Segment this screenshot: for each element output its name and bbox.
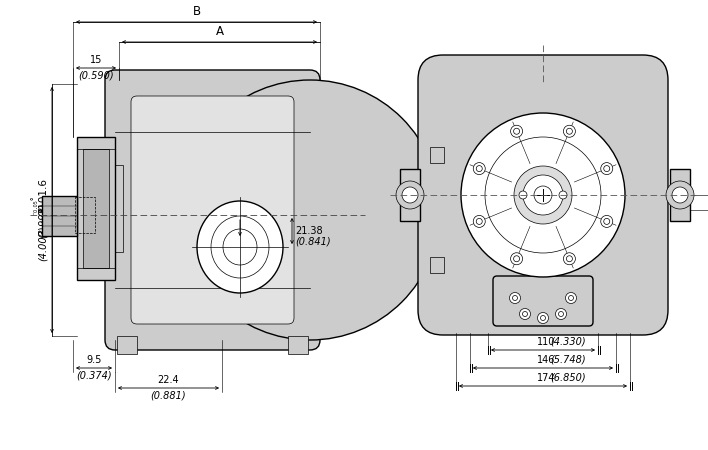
Circle shape bbox=[476, 218, 482, 225]
Circle shape bbox=[180, 80, 440, 340]
Bar bbox=[75, 197, 95, 233]
Bar bbox=[42, 196, 77, 236]
Text: 9.5: 9.5 bbox=[86, 355, 102, 365]
Text: A: A bbox=[215, 25, 224, 38]
Bar bbox=[83, 149, 109, 268]
Bar bbox=[400, 169, 420, 221]
Circle shape bbox=[566, 128, 572, 134]
Circle shape bbox=[510, 253, 523, 265]
Circle shape bbox=[566, 292, 576, 303]
Circle shape bbox=[513, 256, 520, 262]
Circle shape bbox=[519, 191, 527, 199]
Circle shape bbox=[537, 312, 549, 324]
Ellipse shape bbox=[211, 216, 269, 278]
Text: (5.748): (5.748) bbox=[551, 355, 586, 365]
Circle shape bbox=[604, 218, 610, 225]
Text: ⁻₀.₀₅°: ⁻₀.₀₅° bbox=[30, 195, 39, 215]
Text: (3.998): (3.998) bbox=[38, 202, 48, 238]
Circle shape bbox=[672, 187, 688, 203]
Circle shape bbox=[601, 162, 612, 175]
Bar bbox=[117, 336, 137, 354]
Text: B: B bbox=[193, 5, 200, 18]
Circle shape bbox=[604, 166, 610, 171]
Bar bbox=[670, 169, 690, 221]
Circle shape bbox=[513, 128, 520, 134]
Circle shape bbox=[564, 253, 576, 265]
Text: (6.850): (6.850) bbox=[551, 373, 586, 383]
Ellipse shape bbox=[223, 229, 257, 265]
Circle shape bbox=[523, 311, 527, 316]
Circle shape bbox=[402, 187, 418, 203]
Text: 15: 15 bbox=[90, 55, 102, 65]
Circle shape bbox=[476, 166, 482, 171]
Circle shape bbox=[534, 186, 552, 204]
Bar bbox=[115, 165, 123, 252]
Text: (0.881): (0.881) bbox=[151, 390, 186, 400]
Circle shape bbox=[473, 216, 485, 227]
Circle shape bbox=[559, 191, 567, 199]
FancyBboxPatch shape bbox=[418, 55, 668, 335]
Circle shape bbox=[666, 181, 694, 209]
FancyBboxPatch shape bbox=[105, 70, 320, 350]
Circle shape bbox=[473, 162, 485, 175]
Text: 21.38: 21.38 bbox=[295, 226, 323, 236]
Bar bbox=[430, 147, 444, 163]
Circle shape bbox=[601, 216, 612, 227]
Circle shape bbox=[485, 137, 601, 253]
Circle shape bbox=[559, 311, 564, 316]
Text: Ø101.6: Ø101.6 bbox=[38, 178, 48, 216]
Circle shape bbox=[513, 296, 518, 301]
Circle shape bbox=[564, 125, 576, 137]
Text: (4.330): (4.330) bbox=[551, 337, 586, 347]
Text: 110: 110 bbox=[537, 337, 555, 347]
Circle shape bbox=[569, 296, 573, 301]
Ellipse shape bbox=[197, 201, 283, 293]
FancyBboxPatch shape bbox=[493, 276, 593, 326]
Circle shape bbox=[510, 292, 520, 303]
Bar bbox=[288, 336, 308, 354]
Text: (0.374): (0.374) bbox=[76, 370, 112, 380]
Text: (0.841): (0.841) bbox=[295, 236, 331, 246]
Text: (4.000): (4.000) bbox=[38, 225, 48, 261]
Bar bbox=[77, 137, 115, 280]
Circle shape bbox=[514, 166, 572, 224]
Circle shape bbox=[566, 256, 572, 262]
Bar bbox=[430, 257, 444, 273]
Text: 174: 174 bbox=[537, 373, 556, 383]
Text: 22.4: 22.4 bbox=[158, 375, 179, 385]
Circle shape bbox=[396, 181, 424, 209]
Circle shape bbox=[523, 175, 563, 215]
FancyBboxPatch shape bbox=[131, 96, 294, 324]
Text: 146: 146 bbox=[537, 355, 555, 365]
Circle shape bbox=[540, 315, 545, 320]
Circle shape bbox=[520, 309, 530, 320]
Circle shape bbox=[556, 309, 566, 320]
Circle shape bbox=[510, 125, 523, 137]
Circle shape bbox=[461, 113, 625, 277]
Text: (0.590): (0.590) bbox=[78, 70, 114, 80]
